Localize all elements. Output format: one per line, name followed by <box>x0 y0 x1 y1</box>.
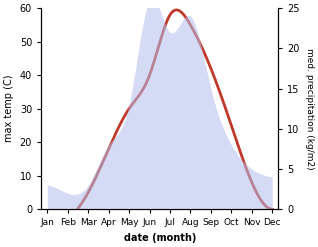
Y-axis label: med. precipitation (kg/m2): med. precipitation (kg/m2) <box>305 48 314 169</box>
X-axis label: date (month): date (month) <box>124 233 196 243</box>
Y-axis label: max temp (C): max temp (C) <box>4 75 14 143</box>
